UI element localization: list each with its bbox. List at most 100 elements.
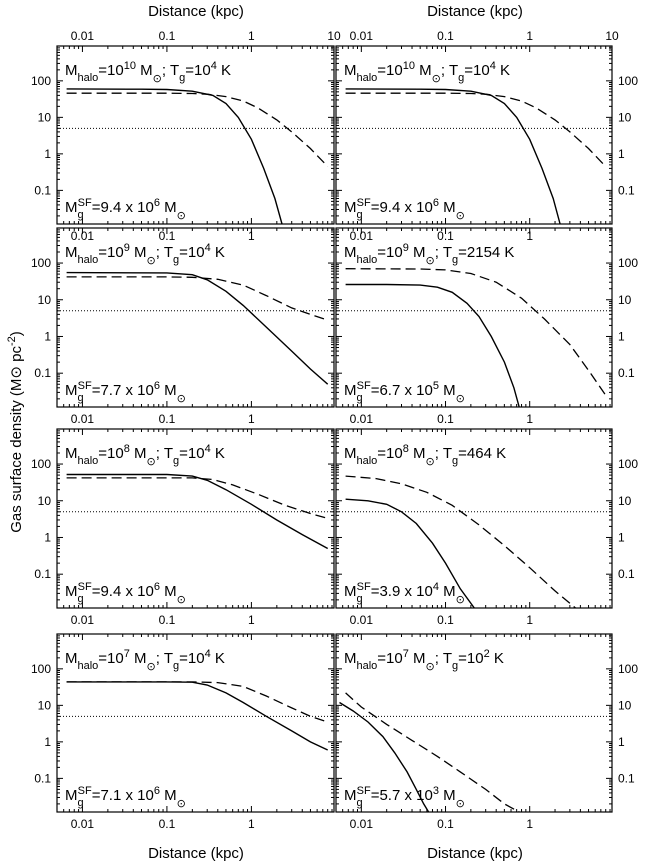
y-tick-label: 0.1: [34, 567, 51, 581]
sf-mass-exponent: 6: [154, 785, 160, 797]
sf-mass-exponent: 5: [433, 380, 439, 392]
gas-temp-exponent: 4: [211, 60, 217, 72]
sf-mass-annotation: MgSF=7.1 x 106 M⊙: [65, 785, 186, 810]
solid-profile-line: [345, 283, 520, 407]
halo-subscript: halo: [78, 455, 99, 467]
sf-mass-mantissa: 9.4: [100, 583, 121, 600]
sf-mass-annotation: MgSF=3.9 x 104 M⊙: [344, 581, 465, 606]
y-tick-label: 1: [44, 329, 51, 343]
y-tick-label: 100: [618, 457, 638, 471]
gas-temp-base: 10: [188, 244, 205, 261]
y-tick-label: 0.1: [618, 567, 635, 581]
equals: =: [92, 787, 101, 804]
y-tick-label: 0.1: [34, 771, 51, 785]
solar-unit: M: [130, 244, 147, 261]
sun-symbol: ⊙: [147, 254, 156, 267]
solar-unit: M: [136, 62, 153, 79]
x-tick-label: 0.01: [71, 412, 95, 426]
panel-frame: [56, 227, 335, 408]
dashed-profile-line: [66, 477, 328, 520]
times-ten: x 10: [121, 787, 154, 804]
y-tick-label: 10: [618, 110, 632, 124]
x-tick-label-top: 0.01: [350, 29, 374, 43]
mass-symbol: M: [65, 382, 78, 399]
sun-symbol: ⊙: [147, 660, 156, 673]
gas-temp-exponent: 2: [484, 648, 490, 660]
y-tick-label: 100: [31, 457, 51, 471]
gas-temp-base: 10: [188, 650, 205, 667]
gas-temp-suffix: K: [211, 445, 225, 462]
x-tick-label-top: 10: [327, 29, 341, 43]
mass-symbol: M: [65, 62, 78, 79]
sun-symbol: ⊙: [177, 209, 186, 222]
mass-symbol: M: [344, 445, 357, 462]
sf-mass-annotation: MgSF=9.4 x 106 M⊙: [65, 197, 186, 222]
sf-mass-mantissa: 9.4: [379, 199, 400, 216]
sf-mass-mantissa: 7.1: [100, 787, 121, 804]
x-tick-label: 1: [526, 817, 533, 831]
y-tick-label: 1: [618, 329, 625, 343]
x-tick-label: 1: [248, 613, 255, 627]
equals: =10: [98, 62, 123, 79]
halo-mass-exponent: 9: [124, 242, 130, 254]
sun-symbol: ⊙: [153, 72, 162, 85]
halo-annotation: Mhalo=108 M⊙; Tg=464 K: [344, 443, 506, 468]
solar-unit: M: [160, 199, 177, 216]
sun-symbol: ⊙: [432, 72, 441, 85]
sf-superscript: SF: [357, 581, 371, 593]
sf-mass-mantissa: 3.9: [379, 583, 400, 600]
x-tick-label: 0.01: [71, 229, 95, 243]
y-tick-label: 0.1: [618, 771, 635, 785]
y-tick-label: 100: [618, 74, 638, 88]
equals: =: [179, 244, 188, 261]
y-tick-label: 100: [31, 256, 51, 270]
mass-symbol: M: [65, 445, 78, 462]
solar-unit: M: [439, 382, 456, 399]
gas-subscript: g: [357, 593, 363, 605]
times-ten: x 10: [121, 382, 154, 399]
sf-mass-mantissa: 5.7: [379, 787, 400, 804]
x-tick-label-top: 1: [248, 29, 255, 43]
x-tick-label: 1: [248, 229, 255, 243]
y-tick-label: 100: [31, 662, 51, 676]
separator: ; T: [156, 244, 173, 261]
solar-unit: M: [439, 787, 456, 804]
panel-frame: [335, 633, 613, 813]
equals: =10: [98, 244, 123, 261]
y-tick-label: 10: [618, 698, 632, 712]
halo-annotation: Mhalo=1010 M⊙; Tg=104 K: [65, 60, 231, 85]
gas-temp-base: 10: [467, 650, 484, 667]
x-tick-label: 1: [526, 613, 533, 627]
mass-symbol: M: [344, 583, 357, 600]
gas-subscript: g: [452, 660, 458, 672]
equals: =10: [377, 650, 402, 667]
dashed-profile-line: [345, 692, 520, 812]
x-tick-label: 0.01: [350, 412, 374, 426]
gas-subscript: g: [78, 392, 84, 404]
solar-unit: M: [160, 583, 177, 600]
solid-profile-line: [345, 88, 561, 224]
y-tick-label: 10: [618, 293, 632, 307]
gas-temp-exponent: 4: [205, 648, 211, 660]
x-tick-label: 0.1: [437, 613, 454, 627]
x-tick-label: 0.1: [437, 229, 454, 243]
sf-mass-exponent: 6: [154, 380, 160, 392]
mass-symbol: M: [65, 787, 78, 804]
gas-temp-suffix: 464 K: [467, 445, 506, 462]
x-tick-label-top: 10: [605, 29, 619, 43]
gas-temp-base: 10: [473, 62, 490, 79]
sf-superscript: SF: [78, 197, 92, 209]
times-ten: x 10: [121, 583, 154, 600]
equals: =: [92, 382, 101, 399]
equals: =10: [377, 445, 402, 462]
sun-symbol: ⊙: [456, 593, 465, 606]
y-tick-label: 0.1: [34, 366, 51, 380]
times-ten: x 10: [400, 787, 433, 804]
equals: =10: [98, 650, 123, 667]
panel-frame: [56, 633, 335, 813]
y-tick-label: 1: [618, 735, 625, 749]
sf-mass-mantissa: 9.4: [100, 199, 121, 216]
solar-unit: M: [415, 62, 432, 79]
gas-temp-suffix: K: [496, 62, 510, 79]
